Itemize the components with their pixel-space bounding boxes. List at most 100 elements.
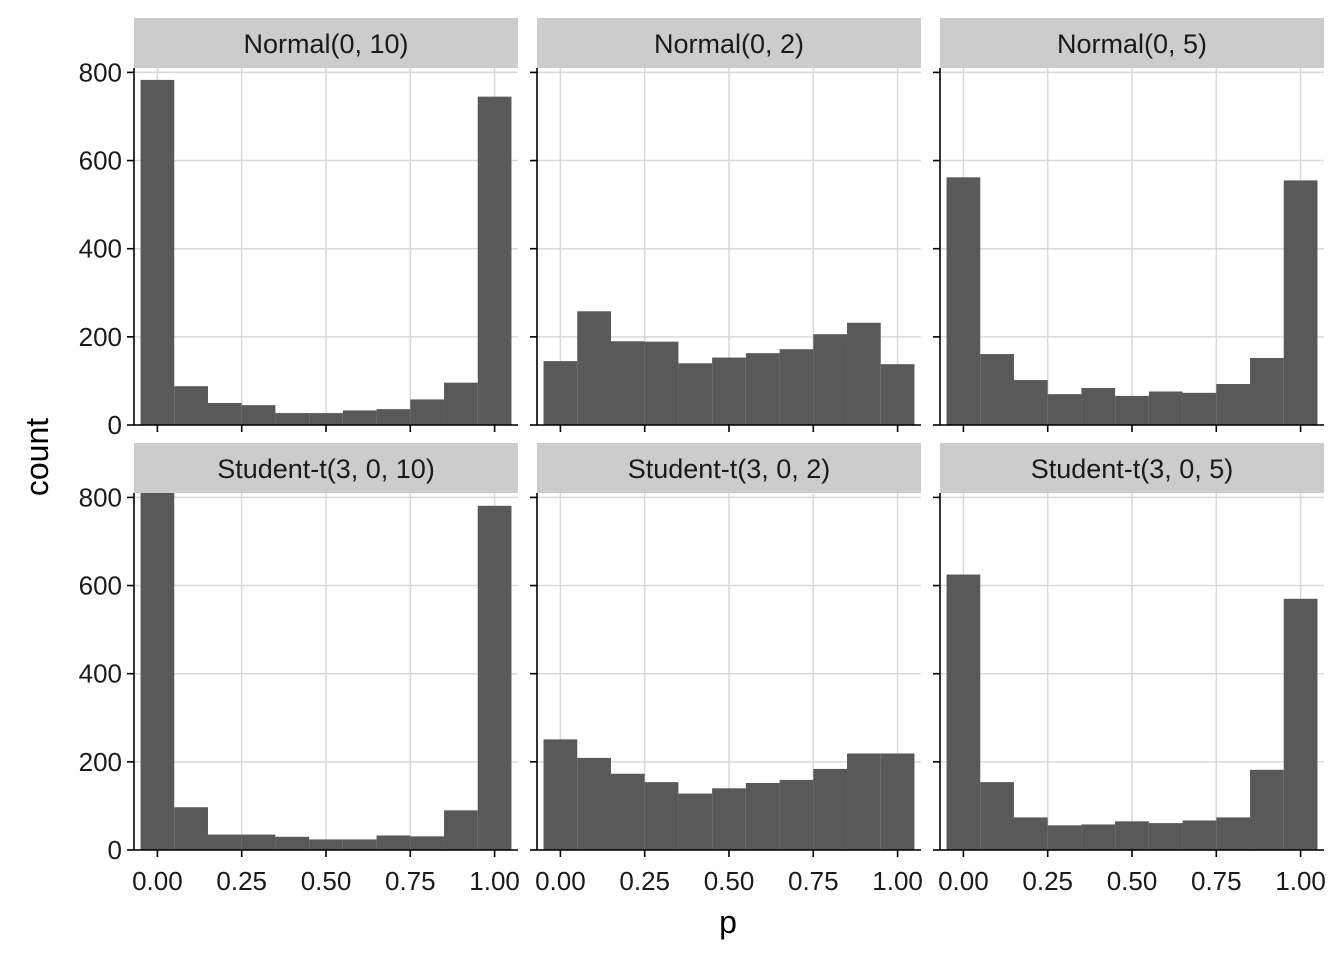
x-tick-label: 0.00 [132,866,183,896]
histogram-bar [309,413,343,425]
histogram-bar [1081,824,1116,850]
histogram-bar [174,807,208,850]
histogram-bar [543,361,578,425]
panel-title: Student-t(3, 0, 10) [217,454,435,484]
histogram-bar [1216,817,1251,850]
histogram-bar [678,363,713,425]
y-tick-label: 400 [79,234,122,264]
y-tick-label: 200 [79,322,122,352]
histogram-bar [1250,358,1284,425]
histogram-bar [1013,380,1048,425]
x-tick-label: 0.25 [216,866,267,896]
histogram-bar [1148,823,1183,850]
histogram-bar [644,341,679,425]
x-tick-label: 0.75 [1191,866,1242,896]
histogram-bar [342,839,377,850]
panel-title: Normal(0, 5) [1057,29,1207,59]
histogram-bar [309,839,343,850]
x-tick-label: 0.50 [1107,866,1158,896]
panel-6: Student-t(3, 0, 5) 0.00 0.25 0.50 0.75 1.00 [933,443,1326,896]
x-tick-label: 1.00 [872,866,923,896]
y-axis-title: count [19,418,55,496]
histogram-bar [207,834,242,850]
x-tick-label: 1.00 [469,866,520,896]
histogram-bar [444,810,478,850]
panel-strip [537,18,921,68]
x-tick-label: 0.75 [385,866,436,896]
histogram-bar [376,835,411,850]
histogram-bar [342,410,377,425]
histogram-bar [678,793,713,850]
histogram-bar [275,413,310,425]
x-tick-label: 0.50 [301,866,352,896]
histogram-bar [577,757,611,850]
x-tick-label: 0.25 [1022,866,1073,896]
panel-strip [537,443,921,493]
histogram-bar [779,779,814,850]
histogram-bar [712,357,746,425]
x-tick-label: 0.00 [535,866,586,896]
histogram-bar [477,505,512,850]
histogram-bar [1047,825,1082,850]
histogram-bar [241,834,276,850]
histogram-bar [980,782,1014,850]
panel-3: Normal(0, 5) [933,18,1324,432]
histogram-bar [745,353,780,425]
histogram-bar [847,322,881,425]
x-tick-label: 0.75 [788,866,839,896]
y-tick-label: 800 [79,482,122,512]
histogram-bar [174,386,208,425]
histogram-bar [1250,769,1284,850]
panel-4: Student-t(3, 0, 10) 0 200 400 600 800 0.00 0.25… [79,443,520,896]
histogram-bar [610,773,645,850]
histogram-bar [1283,180,1318,425]
panel-title: Student-t(3, 0, 5) [1031,454,1234,484]
histogram-bar [1115,821,1149,850]
histogram-bar [207,402,242,425]
panel-strip [134,18,518,68]
y-tick-label: 600 [79,146,122,176]
histogram-bar [847,753,881,850]
x-axis-title: p [719,904,737,940]
panel-title: Normal(0, 2) [654,29,804,59]
y-tick-label: 200 [79,747,122,777]
histogram-bar [610,341,645,425]
y-tick-label: 600 [79,571,122,601]
panel-title: Normal(0, 10) [243,29,408,59]
histogram-bar [946,177,981,425]
histogram-bar [1182,392,1217,425]
histogram-bar [140,493,175,850]
x-tick-label: 0.50 [704,866,755,896]
histogram-bar [1148,391,1183,425]
panel-1: Normal(0, 10) 0 200 400 600 800 [79,18,518,440]
panel-5: Student-t(3, 0, 2) 0.00 0.25 0.50 0.75 1.00 [530,443,923,896]
histogram-bar [880,364,915,425]
histogram-bar [1182,820,1217,850]
y-tick-label: 800 [79,57,122,87]
histogram-bar [577,311,611,425]
histogram-bar [1081,387,1116,425]
histogram-bar [140,79,175,426]
histogram-bar [410,399,445,425]
histogram-bar [779,349,814,425]
histogram-bar [946,574,981,850]
panel-strip [940,443,1324,493]
histogram-bar [1216,384,1251,425]
x-tick-label: 0.00 [938,866,989,896]
y-tick-label: 400 [79,659,122,689]
histogram-bar [477,96,512,426]
histogram-bar [1013,817,1048,850]
histogram-bar [410,836,445,850]
panel-strip [940,18,1324,68]
x-tick-label: 0.25 [619,866,670,896]
histogram-bar [1283,598,1318,850]
histogram-bar [980,354,1014,425]
histogram-bar [444,382,478,425]
histogram-bar [1047,394,1082,425]
panel-title: Student-t(3, 0, 2) [628,454,831,484]
panel-strip [134,443,518,493]
histogram-bar [712,788,746,850]
histogram-bar [813,768,848,850]
histogram-bar [745,783,780,850]
